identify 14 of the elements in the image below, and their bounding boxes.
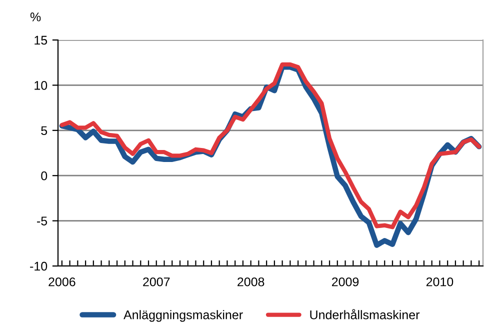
- y-tick-label: 15: [34, 36, 48, 45]
- x-tick-label: 2006: [48, 277, 76, 286]
- x-tick-label: 2007: [143, 277, 170, 286]
- x-tick-label: 2010: [426, 277, 454, 286]
- x-tick-label: 2008: [238, 277, 264, 286]
- y-axis-title: %: [30, 12, 41, 22]
- y-tick-label: 5: [41, 126, 48, 136]
- y-tick-label: 10: [34, 81, 48, 90]
- legend-label: Underhållsmaskiner: [310, 309, 420, 320]
- legend-label: Anläggningsmaskiner: [124, 310, 243, 322]
- y-tick-label: -5: [37, 216, 48, 226]
- x-tick-label: 2009: [332, 277, 359, 286]
- y-tick-label: -10: [30, 262, 48, 271]
- y-tick-label: 0: [41, 171, 48, 180]
